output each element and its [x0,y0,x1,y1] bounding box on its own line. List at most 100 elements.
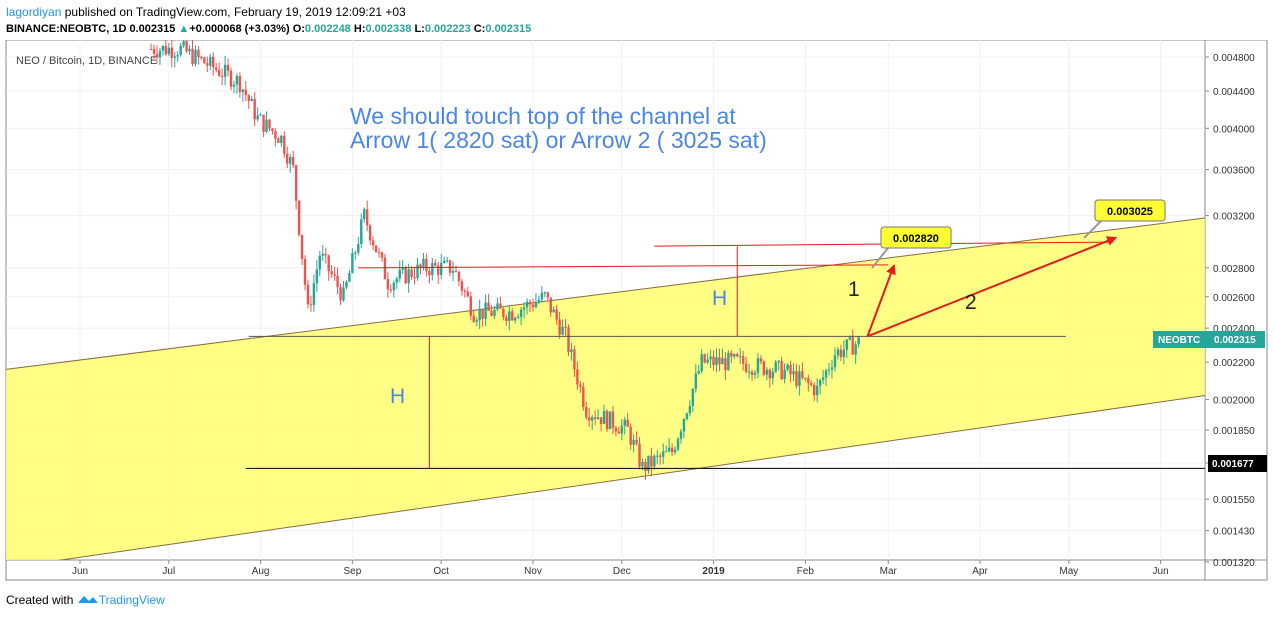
candle-body [262,114,265,132]
candle-body [588,417,591,421]
candle-body [555,309,558,320]
y-tick-label: 0.002200 [1213,358,1255,369]
arrow-2 [867,236,1118,338]
candle-body [416,264,419,279]
candle-body [516,317,520,319]
candle-body [274,131,277,139]
candle-body [200,56,203,58]
candle-body [469,296,472,316]
candle-body [250,98,253,102]
candle-body [821,377,825,380]
candle-body [173,56,176,58]
y-tick-label: 0.003200 [1213,212,1255,223]
candle-body [810,383,813,386]
author-link[interactable]: lagordiyan [6,5,62,19]
candle-body [472,315,475,322]
candle-body [259,114,262,116]
target-1-callout: 0.002820 [871,226,952,269]
candle-body [756,358,760,374]
candle-body [576,369,579,385]
open-value: 0.002248 [304,23,351,35]
candle-body [700,354,703,372]
candle-body [220,75,224,77]
candle-body [706,359,709,363]
price-tag-value: 0.002315 [1214,335,1256,346]
candle-body [727,352,730,371]
price-chart[interactable]: 0.004800 0.004400 0.004000 0.003600 0.003200… [0,40,1274,582]
candle-body [765,369,769,375]
candle-body [644,461,647,471]
candle-body [365,209,369,226]
y-tick-label: 0.004400 [1213,87,1255,98]
candle-body [691,388,695,406]
candle-body [525,301,529,308]
time-axis[interactable]: Jun Jul Aug Sep Oct Nov Dec 2019 Feb Mar Apr May Jun [72,560,1169,577]
candle-body [747,371,751,373]
candle-body [265,119,268,132]
candle-body [499,303,502,309]
y-tick-label: 0.002000 [1213,395,1255,406]
candle-body [155,53,159,58]
candle-body [629,426,632,445]
candle-body [736,354,739,357]
candle-body [715,357,718,366]
candle-body [543,292,547,294]
channel-fill [6,218,1205,560]
candle-body [217,69,221,76]
candle-body [431,263,434,276]
candle-body [676,438,680,450]
published-text: published on TradingView.com, February 1… [64,5,406,19]
candle-body [448,260,452,273]
candle-body [363,209,366,220]
candle-body [247,95,250,102]
candle-body [357,244,360,253]
candle-body [324,253,327,256]
high-label: H: [353,23,366,35]
open-label: O: [292,23,305,35]
candle-body [425,258,428,272]
candle-body [161,45,165,51]
candle-body [593,417,597,419]
candle-body [457,271,461,282]
candle-body [546,292,549,298]
candle-body [368,225,372,241]
y-tick-label: 0.001320 [1213,558,1255,569]
candle-body [413,276,416,279]
support-price-tag: 0.001677 [1208,455,1267,472]
arrow-1-label: 1 [848,278,860,301]
candle-body [445,260,449,262]
candle-body [360,219,363,245]
candle-body [348,273,351,282]
candle-body [620,425,623,434]
candle-body [570,349,573,353]
candle-body [564,326,567,328]
candle-body [614,427,618,432]
tradingview-logo-icon [77,593,99,608]
candle-body [283,135,286,154]
candle-body [460,281,464,291]
price-axis[interactable]: 0.004800 0.004400 0.004000 0.003600 0.003200… [1205,53,1255,569]
candle-body [579,384,582,387]
x-tick-label: May [1059,566,1078,577]
footer-brand-link[interactable]: TradingView [98,593,165,607]
candle-body [253,98,256,120]
candle-body [857,337,860,345]
candle-body [336,275,339,288]
candle-body [721,358,724,365]
candle-body [848,337,851,340]
candle-body [647,455,650,471]
candle-body [839,349,843,358]
candle-body [851,337,854,355]
candle-body [786,364,789,370]
candle-body [268,119,271,129]
candle-body [780,360,783,380]
y-tick-label: 0.004000 [1213,124,1255,135]
candle-body [439,262,443,275]
candle-body [653,456,656,467]
target-2-text: 0.003025 [1107,206,1153,218]
publish-line: lagordiyan published on TradingView.com,… [6,5,406,19]
candle-body [164,45,168,55]
x-tick-label: Oct [433,566,449,577]
candle-body [679,431,683,439]
candle-body [573,349,576,370]
